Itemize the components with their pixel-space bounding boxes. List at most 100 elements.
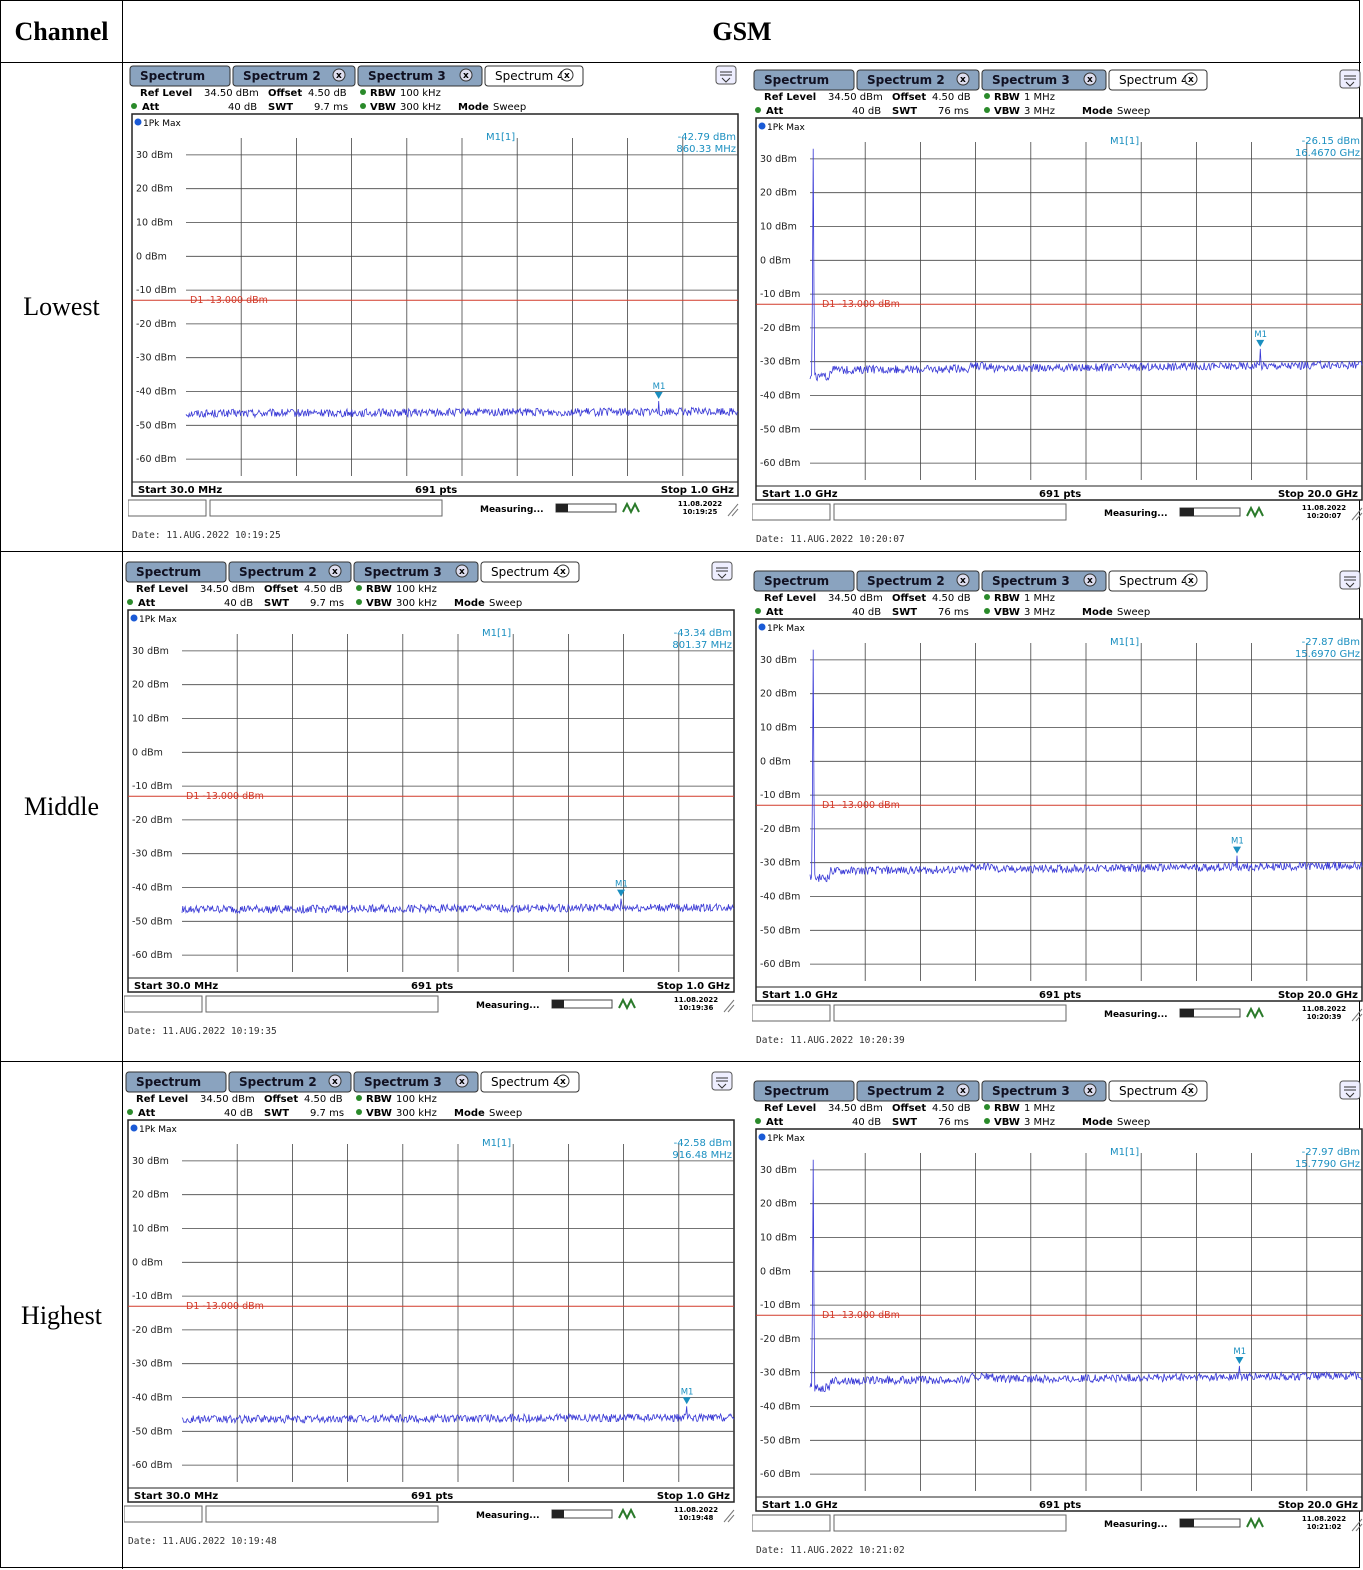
tab-bg[interactable] <box>753 1080 855 1102</box>
close-icon[interactable] <box>556 1074 570 1088</box>
tab-spectrum-2[interactable]: Spectrum 2 x <box>856 69 980 91</box>
status-field[interactable] <box>124 995 203 1013</box>
coupled-indicator-icon <box>127 1109 133 1115</box>
status-field[interactable] <box>205 995 439 1013</box>
tab-bg[interactable] <box>753 570 855 592</box>
menu-icon[interactable] <box>711 561 733 581</box>
close-icon[interactable] <box>1083 573 1097 587</box>
close-icon[interactable] <box>455 564 469 578</box>
tab-bg[interactable] <box>125 561 227 583</box>
y-tick-label: -10 dBm <box>760 790 800 801</box>
status-field[interactable] <box>833 1004 1067 1022</box>
tab-bg[interactable] <box>1108 1080 1208 1102</box>
tab-spectrum-2[interactable]: Spectrum 2 x <box>232 65 356 87</box>
menu-icon[interactable] <box>1339 1080 1361 1100</box>
start-frequency: Start 1.0 GHz <box>762 1500 838 1511</box>
tab-bg[interactable] <box>981 69 1107 91</box>
close-icon[interactable] <box>1184 1083 1198 1097</box>
tab-spectrum-3[interactable]: Spectrum 3 x <box>981 570 1107 592</box>
tab-bg[interactable] <box>480 1071 580 1093</box>
tab-bg[interactable] <box>125 1071 227 1093</box>
spectrum-panel: Spectrum Spectrum 2 x Spectrum 3 x Spectrum 4… <box>752 68 1363 548</box>
mode-value: Sweep <box>1117 1117 1150 1128</box>
mode-label: Mode <box>458 102 489 113</box>
close-icon-glyph: x <box>459 567 465 577</box>
close-icon[interactable] <box>459 68 473 82</box>
tab-bg[interactable] <box>357 65 483 87</box>
tab-spectrum[interactable]: Spectrum <box>125 561 227 583</box>
tab-spectrum-2[interactable]: Spectrum 2 x <box>228 1071 352 1093</box>
close-icon[interactable] <box>956 573 970 587</box>
tab-spectrum[interactable]: Spectrum <box>125 1071 227 1093</box>
close-icon-glyph: x <box>336 71 342 81</box>
tab-spectrum[interactable]: Spectrum <box>753 570 855 592</box>
tab-spectrum-3[interactable]: Spectrum 3 x <box>981 1080 1107 1102</box>
status-field[interactable] <box>752 503 831 521</box>
tab-spectrum[interactable]: Spectrum <box>753 1080 855 1102</box>
tab-bg[interactable] <box>856 570 980 592</box>
menu-icon[interactable] <box>1339 570 1361 590</box>
close-icon[interactable] <box>328 1074 342 1088</box>
att-value: 40 dB <box>228 102 257 113</box>
status-field[interactable] <box>128 499 207 517</box>
menu-icon[interactable] <box>715 65 737 85</box>
tab-bg[interactable] <box>232 65 356 87</box>
tab-bg[interactable] <box>856 1080 980 1102</box>
tab-bg[interactable] <box>480 561 580 583</box>
tab-spectrum[interactable]: Spectrum <box>129 65 231 87</box>
close-icon[interactable] <box>328 564 342 578</box>
tab-spectrum-3[interactable]: Spectrum 3 x <box>353 1071 479 1093</box>
close-icon[interactable] <box>1083 72 1097 86</box>
close-icon[interactable] <box>332 68 346 82</box>
menu-icon[interactable] <box>1339 69 1361 89</box>
close-icon[interactable] <box>560 68 574 82</box>
tab-spectrum-3[interactable]: Spectrum 3 x <box>353 561 479 583</box>
tab-bg[interactable] <box>353 561 479 583</box>
att-label: Att <box>138 598 156 609</box>
menu-icon[interactable] <box>711 1071 733 1091</box>
close-icon[interactable] <box>956 1083 970 1097</box>
close-icon[interactable] <box>455 1074 469 1088</box>
status-field[interactable] <box>209 499 443 517</box>
close-icon[interactable] <box>956 72 970 86</box>
tab-spectrum-2[interactable]: Spectrum 2 x <box>856 570 980 592</box>
tab-bg[interactable] <box>1108 69 1208 91</box>
tab-spectrum-3[interactable]: Spectrum 3 x <box>357 65 483 87</box>
tab-bg[interactable] <box>228 1071 352 1093</box>
status-field[interactable] <box>205 1505 439 1523</box>
tab-spectrum-3[interactable]: Spectrum 3 x <box>981 69 1107 91</box>
coupled-indicator-icon <box>356 599 362 605</box>
tab-bg[interactable] <box>981 1080 1107 1102</box>
tab-bg[interactable] <box>981 570 1107 592</box>
status-field[interactable] <box>752 1004 831 1022</box>
tab-spectrum-2[interactable]: Spectrum 2 x <box>856 1080 980 1102</box>
tab-bg[interactable] <box>484 65 584 87</box>
status-field[interactable] <box>833 503 1067 521</box>
network-icon <box>1246 505 1264 519</box>
status-field[interactable] <box>752 1514 831 1532</box>
resize-grip-icon <box>723 1509 735 1523</box>
tab-spectrum-2[interactable]: Spectrum 2 x <box>228 561 352 583</box>
close-icon[interactable] <box>556 564 570 578</box>
tab-bg[interactable] <box>856 69 980 91</box>
stop-frequency: Stop 1.0 GHz <box>661 485 734 496</box>
tab-spectrum[interactable]: Spectrum <box>753 69 855 91</box>
tab-bg[interactable] <box>129 65 231 87</box>
close-icon[interactable] <box>1184 573 1198 587</box>
close-icon[interactable] <box>1083 1083 1097 1097</box>
status-field[interactable] <box>124 1505 203 1523</box>
tab-bg[interactable] <box>753 69 855 91</box>
tab-bg[interactable] <box>353 1071 479 1093</box>
close-icon[interactable] <box>1184 72 1198 86</box>
status-field[interactable] <box>833 1514 1067 1532</box>
y-tick-label: -50 dBm <box>132 1426 172 1437</box>
status-text: Measuring... <box>1104 1010 1168 1020</box>
tab-bg[interactable] <box>1108 570 1208 592</box>
tab-bg[interactable] <box>228 561 352 583</box>
